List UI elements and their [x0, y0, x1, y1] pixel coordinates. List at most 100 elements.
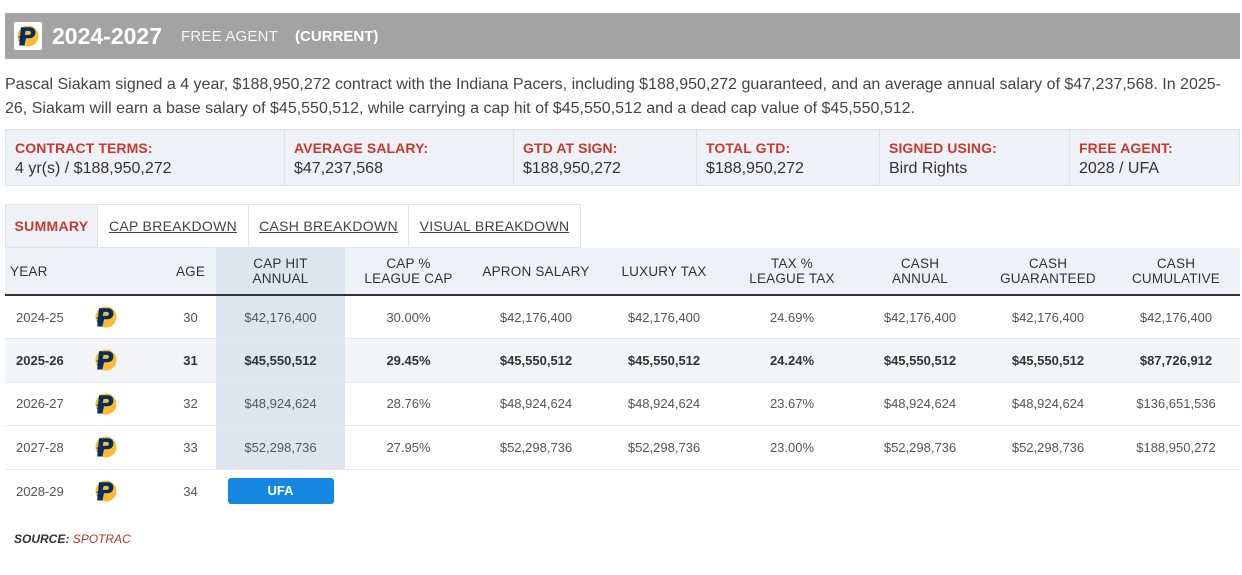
header-line: CASH [1028, 256, 1068, 271]
col-logo [83, 248, 165, 296]
cell-cash-annual: $45,550,512 [856, 338, 984, 383]
cell-cash-annual: $48,924,624 [856, 382, 984, 426]
source-credit: SOURCE: SPOTRAC [14, 532, 131, 546]
cell-cash-cumulative: $136,651,536 [1112, 382, 1240, 426]
term-label: CONTRACT TERMS: [15, 140, 153, 156]
source-label: SOURCE: [14, 532, 70, 546]
cell-age: 34 [183, 483, 198, 499]
col-year: YEAR [5, 248, 83, 296]
source-link[interactable]: SPOTRAC [72, 532, 131, 546]
pacers-logo-icon [83, 425, 165, 470]
header-line: CUMULATIVE [1131, 271, 1220, 286]
cell-cash-cumulative: $188,950,272 [1112, 425, 1240, 470]
contract-years: 2024-2027 [52, 22, 162, 49]
pacers-logo-icon [83, 382, 165, 426]
term-value: $188,950,272 [523, 160, 621, 177]
cell-tax-pct: 23.00% [728, 425, 856, 470]
col-tax-pct: TAX % LEAGUE TAX [728, 248, 856, 296]
cell-apron: $42,176,400 [472, 295, 600, 339]
cell-cap-pct: 29.45% [345, 338, 472, 383]
contract-status: (CURRENT) [295, 27, 379, 45]
contract-summary: Pascal Siakam signed a 4 year, $188,950,… [5, 76, 1221, 117]
term-label: GTD AT SIGN: [523, 140, 618, 156]
table-row: 2027-28 33 $52,298,736 27.95% $52,298,73… [5, 425, 1240, 470]
table-row-current: 2025-26 31 $45,550,512 29.45% $45,550,51… [5, 338, 1240, 383]
term-value: Bird Rights [889, 160, 968, 177]
header-line: LEAGUE CAP [364, 271, 453, 286]
header-line: CASH [1156, 256, 1196, 271]
term-signed-using: SIGNED USING: Bird Rights [880, 130, 1070, 185]
cell-cap-pct: 30.00% [345, 295, 472, 339]
pacers-logo-icon [83, 469, 165, 513]
tab-visual-breakdown[interactable]: VISUAL BREAKDOWN [409, 204, 581, 248]
cell-age: 32 [165, 382, 216, 426]
cell-empty [345, 469, 1240, 513]
header-line: ANNUAL [892, 271, 948, 286]
cell-tax-pct: 24.24% [728, 338, 856, 383]
cell-apron: $45,550,512 [472, 338, 600, 383]
cell-cap-hit: $48,924,624 [216, 382, 345, 426]
cell-luxury: $48,924,624 [600, 382, 728, 426]
cell-year: 2024-25 [5, 295, 83, 339]
cell-age: 33 [165, 425, 216, 470]
cell-cash-cumulative: $87,726,912 [1112, 338, 1240, 383]
col-cash-annual: CASH ANNUAL [856, 248, 984, 296]
header-line: CAP % [386, 256, 431, 271]
term-value: $47,237,568 [294, 160, 383, 177]
header-line: TAX % [770, 256, 813, 271]
col-cash-cumulative: CASH CUMULATIVE [1112, 248, 1240, 296]
cell-cash-cumulative: $42,176,400 [1112, 295, 1240, 339]
tab-cash-breakdown[interactable]: CASH BREAKDOWN [249, 204, 409, 248]
cell-year: 2026-27 [5, 382, 83, 426]
cell-cap-hit: $52,298,736 [216, 425, 345, 470]
col-luxury: LUXURY TAX [600, 248, 728, 296]
cell-cap-hit: $42,176,400 [216, 295, 345, 339]
cell-cash-guaranteed: $52,298,736 [984, 425, 1112, 470]
cell-cash-annual: $52,298,736 [856, 425, 984, 470]
cell-year: 2027-28 [5, 425, 83, 470]
cell-apron: $48,924,624 [472, 382, 600, 426]
cell-cash-annual: $42,176,400 [856, 295, 984, 339]
col-age: AGE [165, 248, 216, 296]
pacers-logo-icon [83, 338, 165, 383]
col-apron: APRON SALARY [472, 248, 600, 296]
cell-cash-guaranteed: $42,176,400 [984, 295, 1112, 339]
tab-cap-breakdown[interactable]: CAP BREAKDOWN [98, 204, 249, 248]
header-line: CAP HIT [253, 256, 308, 271]
contract-header: 2024-2027 FREE AGENT (CURRENT) [5, 13, 1240, 59]
header-line: ANNUAL [252, 271, 309, 286]
cell-cash-guaranteed: $45,550,512 [984, 338, 1112, 383]
header-line: GUARANTEED [1000, 271, 1096, 286]
term-free-agent: FREE AGENT: 2028 / UFA [1070, 130, 1239, 185]
header-line: CASH [900, 256, 940, 271]
cell-cap-hit: $45,550,512 [216, 338, 345, 383]
pacers-logo-icon [14, 22, 42, 50]
cell-year: 2028-29 [16, 483, 64, 499]
cell-cap-pct: 27.95% [345, 425, 472, 470]
cell-ufa: UFA [216, 469, 345, 513]
term-label: TOTAL GTD: [706, 140, 791, 156]
term-label: AVERAGE SALARY: [294, 140, 429, 156]
contract-terms-bar: CONTRACT TERMS: 4 yr(s) / $188,950,272 A… [5, 129, 1240, 186]
cell-age: 30 [165, 295, 216, 339]
term-contract-terms: CONTRACT TERMS: 4 yr(s) / $188,950,272 [6, 130, 285, 185]
contract-type: FREE AGENT [181, 27, 279, 45]
cell-cap-pct: 28.76% [345, 382, 472, 426]
term-label: SIGNED USING: [889, 140, 997, 156]
breakdown-tabs: SUMMARY CAP BREAKDOWN CASH BREAKDOWN VIS… [5, 204, 581, 248]
term-gtd-at-sign: GTD AT SIGN: $188,950,272 [514, 130, 697, 185]
cell-cash-guaranteed: $48,924,624 [984, 382, 1112, 426]
pacers-logo-icon [83, 295, 165, 339]
term-average-salary: AVERAGE SALARY: $47,237,568 [285, 130, 514, 185]
cell-luxury: $52,298,736 [600, 425, 728, 470]
col-cap-pct: CAP % LEAGUE CAP [345, 248, 472, 296]
term-label: FREE AGENT: [1079, 140, 1173, 156]
cell-luxury: $42,176,400 [600, 295, 728, 339]
cell-tax-pct: 23.67% [728, 382, 856, 426]
term-total-gtd: TOTAL GTD: $188,950,272 [697, 130, 880, 185]
term-value: $188,950,272 [706, 160, 804, 177]
col-cash-guaranteed: CASH GUARANTEED [984, 248, 1112, 296]
table-header-row: YEAR AGE CAP HIT ANNUAL CAP % LEAGUE CAP A… [5, 248, 1240, 296]
term-value: 2028 / UFA [1079, 160, 1160, 177]
tab-summary[interactable]: SUMMARY [5, 204, 98, 248]
